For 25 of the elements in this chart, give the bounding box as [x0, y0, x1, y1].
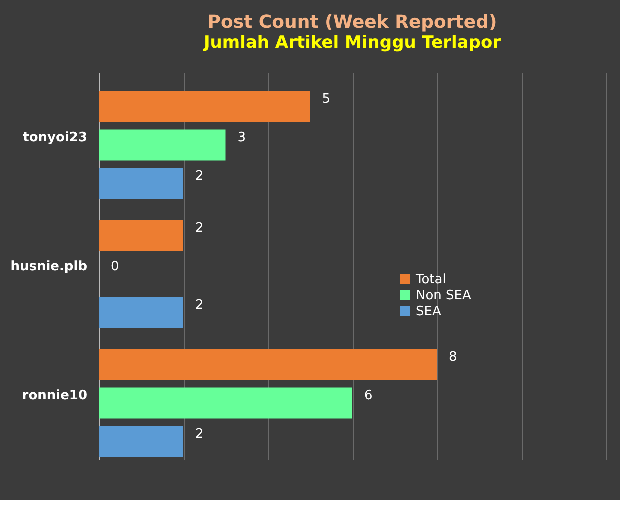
legend-label: SEA — [416, 304, 442, 320]
data-label: 5 — [322, 92, 331, 107]
bar — [99, 426, 184, 458]
chart-subtitle: Jumlah Artikel Minggu Terlapor — [202, 33, 502, 53]
bar — [99, 91, 310, 122]
y-tick-label: ronnie10 — [22, 388, 88, 404]
bar — [99, 349, 437, 380]
data-label: 0 — [111, 260, 120, 274]
legend-label: Total — [415, 272, 446, 288]
data-label: 6 — [364, 388, 373, 404]
data-label: 2 — [196, 427, 204, 442]
y-tick-label: husnie.plb — [10, 260, 88, 274]
bar — [99, 297, 184, 328]
chart-title: Post Count (Week Reported) — [208, 12, 498, 33]
data-label: 3 — [238, 130, 246, 146]
y-tick-label: tonyoi23 — [23, 130, 88, 146]
bar — [99, 220, 184, 252]
bar — [99, 130, 226, 161]
data-label: 8 — [449, 350, 458, 365]
bar — [99, 168, 184, 200]
legend-label: Non SEA — [416, 288, 472, 304]
data-label: 2 — [196, 169, 204, 184]
bar — [99, 388, 352, 419]
data-label: 2 — [196, 298, 204, 314]
data-label: 2 — [196, 220, 204, 236]
